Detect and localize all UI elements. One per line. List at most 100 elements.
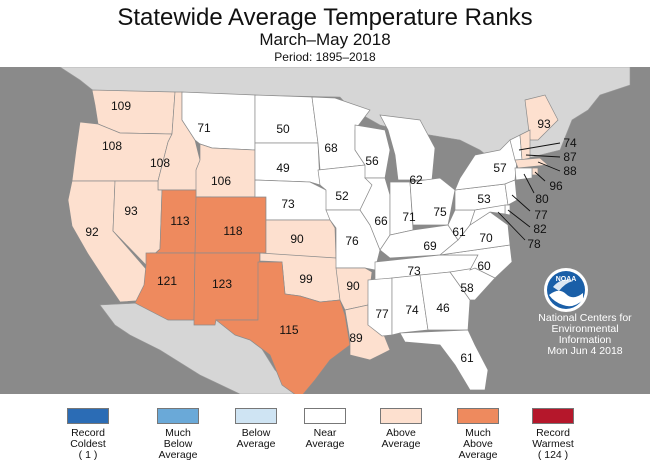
- legend-label-line: Above: [463, 438, 493, 450]
- rank-label-WV: 61: [452, 225, 466, 239]
- legend-label-line: Below: [241, 427, 271, 439]
- rank-label-OR: 108: [102, 139, 122, 153]
- legend-label-line: Much: [465, 427, 491, 439]
- rank-label-CO: 118: [223, 224, 242, 238]
- legend-label-line: ( 1 ): [78, 449, 98, 461]
- rank-label-MO: 76: [345, 234, 359, 248]
- rank-label-NM: 123: [212, 277, 232, 291]
- legend-swatch: [457, 408, 499, 424]
- state-shape: [254, 142, 321, 186]
- state-shape: [389, 181, 414, 236]
- legend-label-line: Record: [71, 427, 105, 439]
- rank-label-PA: 53: [477, 192, 491, 206]
- legend-label-line: ( 124 ): [537, 449, 569, 461]
- map-subtitle: March–May 2018: [259, 30, 391, 49]
- legend-swatch: [532, 408, 574, 424]
- rank-label-WA: 109: [111, 99, 131, 113]
- rank-label-MD: 78: [527, 237, 541, 251]
- us-map: 109 108 92 108 93 71 106 113 118 121 123…: [59, 67, 631, 394]
- rank-label-IL: 66: [374, 214, 388, 228]
- rank-label-NV: 93: [124, 204, 138, 218]
- ncei-date: Mon Jun 4 2018: [547, 345, 623, 357]
- rank-label-MI: 62: [409, 173, 423, 187]
- rank-label-DE: 82: [533, 222, 547, 236]
- state-shape: [214, 261, 351, 394]
- state-shape: [419, 271, 471, 331]
- rank-labels: 109 108 92 108 93 71 106 113 118 121 123…: [85, 99, 577, 365]
- state-shape: [469, 204, 506, 226]
- legend-item: Record Warmest ( 124 ): [515, 408, 591, 461]
- rank-label-AR: 90: [346, 279, 360, 293]
- rank-label-VT: 74: [563, 136, 577, 150]
- rank-label-CT: 80: [535, 192, 549, 206]
- legend: Record Coldest ( 1 ) Much Below Average …: [0, 394, 650, 475]
- state-shape: [265, 219, 337, 259]
- legend-label-line: Average: [158, 449, 198, 461]
- legend-swatch: [235, 408, 277, 424]
- rank-label-TX: 115: [279, 323, 298, 337]
- rank-label-WY: 106: [211, 174, 231, 188]
- noaa-logo-text: NOAA: [556, 276, 577, 283]
- legend-swatch: [67, 408, 109, 424]
- rank-label-NC: 60: [477, 259, 491, 273]
- legend-item: Much Above Average: [440, 408, 516, 461]
- rank-label-NY: 57: [493, 161, 507, 175]
- rank-label-NH: 87: [563, 150, 577, 164]
- legend-label-line: Average: [305, 438, 345, 450]
- rank-label-MS: 77: [375, 307, 389, 321]
- rank-label-IA: 52: [335, 189, 349, 203]
- state-shape: [379, 114, 436, 181]
- rank-label-UT: 113: [170, 214, 189, 228]
- rank-label-LA: 89: [349, 331, 363, 345]
- rank-label-MA: 88: [563, 164, 577, 178]
- legend-swatch: [157, 408, 199, 424]
- rank-label-ND: 50: [276, 122, 290, 136]
- legend-item: Above Average: [363, 408, 439, 450]
- rank-label-TN: 73: [407, 264, 421, 278]
- map-title: Statewide Average Temperature Ranks: [117, 4, 533, 31]
- rank-label-KS: 90: [290, 232, 304, 246]
- rank-label-AL: 74: [405, 303, 419, 317]
- rank-label-MT: 71: [197, 121, 211, 135]
- state-shape: [367, 277, 393, 337]
- legend-label-line: Record: [536, 427, 570, 439]
- legend-swatch: [380, 408, 422, 424]
- callout-lines: [497, 142, 561, 241]
- ncei-line-2: Environmental: [551, 323, 619, 335]
- legend-label-line: Below: [163, 438, 193, 450]
- canada-land: [59, 67, 631, 163]
- legend-label-line: Average: [458, 449, 498, 461]
- state-shape: [514, 157, 549, 169]
- state-shape: [399, 329, 489, 391]
- ncei-line-1: National Centers for: [538, 312, 632, 324]
- legend-label-line: Average: [381, 438, 421, 450]
- rank-label-NE: 73: [281, 197, 295, 211]
- rank-label-MN: 68: [324, 141, 338, 155]
- rank-label-OH: 75: [433, 205, 447, 219]
- legend-item: Near Average: [287, 408, 363, 450]
- legend-label-line: Above: [386, 427, 416, 439]
- ncei-line-3: Information: [558, 334, 612, 346]
- legend-label-line: Average: [236, 438, 276, 450]
- legend-label-line: Warmest: [532, 438, 574, 450]
- rank-label-NJ: 77: [534, 208, 548, 222]
- legend-item: Much Below Average: [140, 408, 216, 461]
- rank-label-FL: 61: [460, 351, 474, 365]
- map-header: Statewide Average Temperature Ranks Marc…: [0, 0, 650, 66]
- legend-item: Record Coldest ( 1 ): [50, 408, 126, 461]
- rank-label-OK: 99: [299, 272, 313, 286]
- legend-label-line: Near: [313, 427, 337, 439]
- legend-label-line: Much: [165, 427, 191, 439]
- rank-label-WI: 56: [365, 154, 379, 168]
- map-period: Period: 1895–2018: [274, 50, 376, 64]
- rank-label-SD: 49: [276, 161, 290, 175]
- rank-label-RI: 96: [549, 179, 563, 193]
- legend-swatch: [304, 408, 346, 424]
- state-shape: [504, 204, 511, 216]
- ncei-attribution: National Centers for Environmental Infor…: [520, 313, 650, 357]
- legend-item: Below Average: [218, 408, 294, 450]
- rank-label-GA: 46: [436, 301, 450, 315]
- rank-label-IN: 71: [402, 210, 416, 224]
- state-shape: [519, 129, 531, 161]
- legend-label-line: Coldest: [70, 438, 106, 450]
